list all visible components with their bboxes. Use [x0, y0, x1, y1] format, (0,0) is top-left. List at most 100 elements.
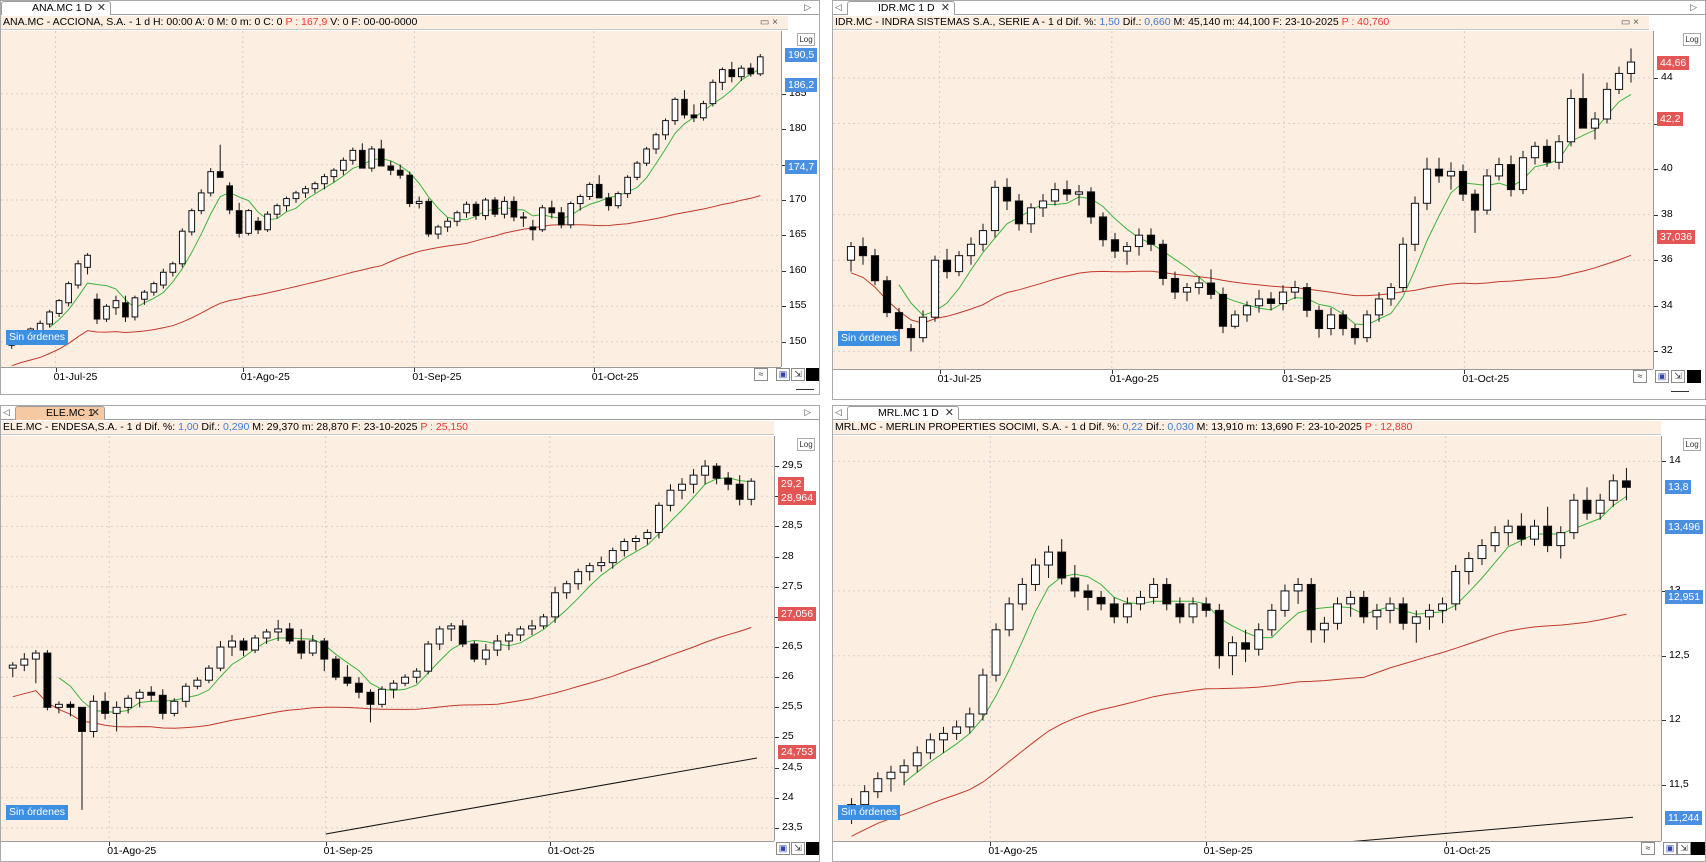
pin-icon[interactable]: ⇲: [1677, 842, 1691, 855]
no-orders-badge[interactable]: Sin órdenes: [838, 331, 901, 346]
candle-body: [942, 259, 952, 273]
symbol-name: ELE.MC - ENDESA,S.A. - 1 d: [3, 421, 142, 433]
candle: [1254, 289, 1264, 313]
price-axis[interactable]: Log 29,52928,52827,52726,52625,52524,524…: [774, 436, 819, 841]
candle: [1398, 597, 1408, 630]
close-icon[interactable]: ✕: [940, 2, 950, 14]
candle-body: [1530, 525, 1539, 540]
price-chart: [833, 436, 1661, 841]
candle: [292, 190, 300, 203]
candle-body: [1470, 193, 1480, 211]
compare-icon[interactable]: ≈: [1641, 842, 1655, 855]
candle: [1451, 565, 1461, 611]
date-axis: 01-Ago-25 01-Sep-25 01-Oct-25: [833, 841, 1661, 859]
scroll-left-icon[interactable]: ◁: [3, 407, 10, 417]
candle: [188, 208, 196, 236]
close-icon[interactable]: ✕: [96, 2, 106, 14]
save-icon[interactable]: ▣: [776, 368, 790, 381]
candle: [1206, 269, 1216, 299]
save-icon[interactable]: ▣: [1655, 370, 1669, 383]
scroll-left-icon[interactable]: ◁: [835, 2, 842, 12]
pin-icon[interactable]: ⇲: [791, 368, 805, 381]
chart-plot-area[interactable]: Sin órdenes: [833, 436, 1661, 841]
candle: [396, 164, 404, 179]
candle: [401, 674, 410, 687]
y-tick-label: 38: [1661, 207, 1673, 220]
candle: [1506, 155, 1516, 197]
tab-ana[interactable]: ANA.MC 1 D ✕: [1, 1, 111, 15]
scroll-right-icon[interactable]: ▷: [1690, 2, 1697, 12]
candle: [122, 295, 129, 322]
ohlc-info: H: 00:00 A: 0 M: 0 m: 0 C: 0: [152, 16, 283, 28]
minimize-icon[interactable]: ▭ ×: [1620, 17, 1639, 28]
candle: [415, 196, 423, 209]
no-orders-badge[interactable]: Sin órdenes: [6, 330, 69, 345]
candle-body: [330, 169, 338, 178]
save-icon[interactable]: ▣: [1663, 842, 1677, 855]
close-icon[interactable]: ✕: [944, 407, 954, 419]
candle-body: [1044, 551, 1054, 566]
chart-plot-area[interactable]: Sin órdenes: [833, 31, 1653, 369]
candle-body: [46, 311, 53, 325]
candle: [112, 701, 121, 732]
log-scale-button[interactable]: Log: [797, 33, 815, 46]
candle: [251, 634, 260, 654]
dif-pct-label: Dif. %:: [1088, 421, 1120, 433]
price-axis[interactable]: Log 185180175170165160155150190,5186,217…: [781, 31, 819, 367]
candle: [529, 219, 537, 241]
candle: [1290, 280, 1300, 299]
candle: [1017, 577, 1027, 611]
no-orders-badge[interactable]: Sin órdenes: [838, 805, 901, 820]
color-scheme-icon[interactable]: [1691, 842, 1705, 855]
chart-plot-area[interactable]: Sin órdenes: [1, 31, 781, 367]
tab-idr[interactable]: IDR.MC 1 D ✕: [847, 1, 955, 15]
log-scale-button[interactable]: Log: [1683, 438, 1701, 451]
candle-body: [1254, 629, 1264, 650]
tab-ele[interactable]: ELE.MC 1 D ✕: [15, 406, 105, 432]
candle: [538, 204, 546, 232]
resize-handle[interactable]: [1671, 391, 1689, 392]
candle-body: [1110, 239, 1120, 252]
candle: [458, 619, 467, 648]
color-scheme-icon[interactable]: [1687, 370, 1701, 383]
price-axis[interactable]: Log 14 13 12,5 12 11,5 13,8 13,496 12,951 11,244: [1661, 436, 1705, 841]
save-icon[interactable]: ▣: [776, 842, 790, 855]
candle: [966, 237, 976, 265]
candle: [504, 631, 513, 651]
pin-icon[interactable]: ⇲: [1671, 370, 1685, 383]
resize-handle[interactable]: [796, 389, 814, 390]
no-orders-badge[interactable]: Sin órdenes: [6, 805, 69, 820]
y-tick-mark: [1654, 305, 1658, 307]
scroll-left-icon[interactable]: ◁: [835, 407, 842, 417]
candle: [1002, 178, 1012, 211]
candle-body: [31, 652, 40, 660]
y-tick-mark: [775, 526, 779, 528]
candle-body: [1158, 243, 1168, 279]
log-scale-button[interactable]: Log: [797, 438, 815, 451]
candle: [597, 556, 606, 572]
candle: [1026, 203, 1036, 233]
candle: [643, 146, 650, 166]
candle-body: [1083, 590, 1093, 598]
compare-icon[interactable]: ≈: [754, 368, 768, 381]
candle: [1372, 603, 1382, 630]
log-scale-button[interactable]: Log: [1683, 33, 1701, 46]
color-scheme-icon[interactable]: [806, 368, 819, 381]
candle: [846, 242, 856, 272]
candle-body: [308, 640, 317, 654]
compare-icon[interactable]: ≈: [1633, 370, 1647, 383]
minimize-icon[interactable]: ▭ ×: [759, 17, 778, 28]
tab-mrl[interactable]: MRL.MC 1 D ✕: [847, 406, 959, 420]
scroll-right-icon[interactable]: ▷: [804, 407, 811, 417]
candle-body: [1359, 596, 1369, 618]
pin-icon[interactable]: ⇲: [791, 842, 805, 855]
candle-body: [101, 700, 110, 714]
quote-info-line: ANA.MC - ACCIONA, S.A. - 1 d H: 00:00 A:…: [1, 16, 788, 30]
close-icon[interactable]: ✕: [90, 407, 100, 419]
y-tick-mark: [1654, 214, 1658, 216]
candle: [678, 478, 686, 500]
scroll-right-icon[interactable]: ▷: [804, 2, 811, 12]
chart-plot-area[interactable]: Sin órdenes: [1, 436, 774, 841]
color-scheme-icon[interactable]: [806, 842, 819, 855]
